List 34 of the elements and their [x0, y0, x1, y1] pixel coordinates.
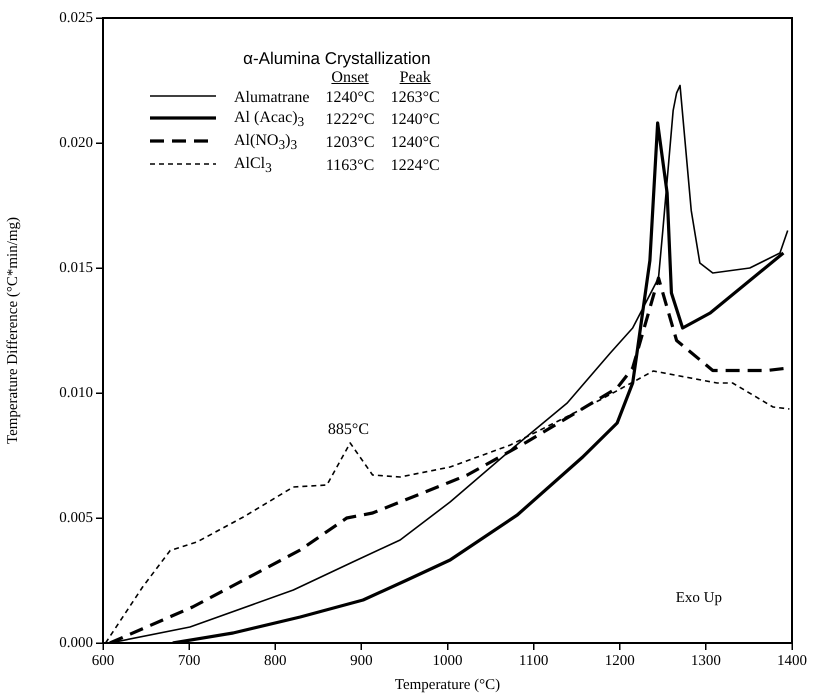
- legend-label: Al (Acac)$_{3}$: [233, 108, 306, 132]
- x-tick-label: 1000: [432, 652, 462, 669]
- legend-label: AlCl$_{3}$: [233, 154, 273, 178]
- x-axis-title: Temperature (°C): [394, 676, 500, 693]
- y-tick-label: 0.005: [59, 510, 93, 526]
- annotation: 1240°C: [390, 110, 441, 130]
- y-tick-label: 0.020: [59, 134, 93, 151]
- x-tick-label: 1100: [518, 652, 548, 669]
- x-tick-label: 1300: [690, 652, 721, 669]
- annotation: 1224°C: [390, 156, 441, 176]
- annotation: Exo Up: [676, 590, 722, 607]
- legend-label: Alumatrane: [233, 88, 311, 108]
- legend-title: α-Alumina Crystallization: [242, 48, 432, 69]
- annotation: 1240°C: [324, 88, 376, 108]
- y-tick-label: 0.000: [59, 634, 93, 651]
- annotation: 1263°C: [390, 88, 441, 108]
- x-tick-label: 1200: [604, 652, 635, 669]
- x-tick-label: 700: [178, 652, 200, 669]
- x-tick-label: 600: [92, 652, 114, 669]
- legend-label: Al(NO$_{3}$)$_{3}$: [233, 131, 298, 154]
- annotation: Peak: [398, 69, 432, 88]
- x-tick-label: 800: [264, 652, 286, 669]
- y-axis-title: Temperature Difference (°C*min/mg): [4, 216, 21, 444]
- annotation: 1240°C: [390, 132, 441, 153]
- x-tick-label: 1400: [777, 652, 807, 669]
- y-tick-label: 0.025: [59, 10, 93, 26]
- annotation: Onset: [330, 69, 370, 88]
- x-tick-label: 900: [350, 652, 373, 669]
- annotation: 1203°C: [324, 132, 376, 153]
- annotation: 1163°C: [324, 156, 376, 176]
- y-tick-label: 0.015: [59, 260, 93, 276]
- annotation: 1222°C: [324, 110, 376, 130]
- annotation: 885°C: [328, 421, 369, 439]
- y-tick-label: 0.010: [59, 384, 93, 401]
